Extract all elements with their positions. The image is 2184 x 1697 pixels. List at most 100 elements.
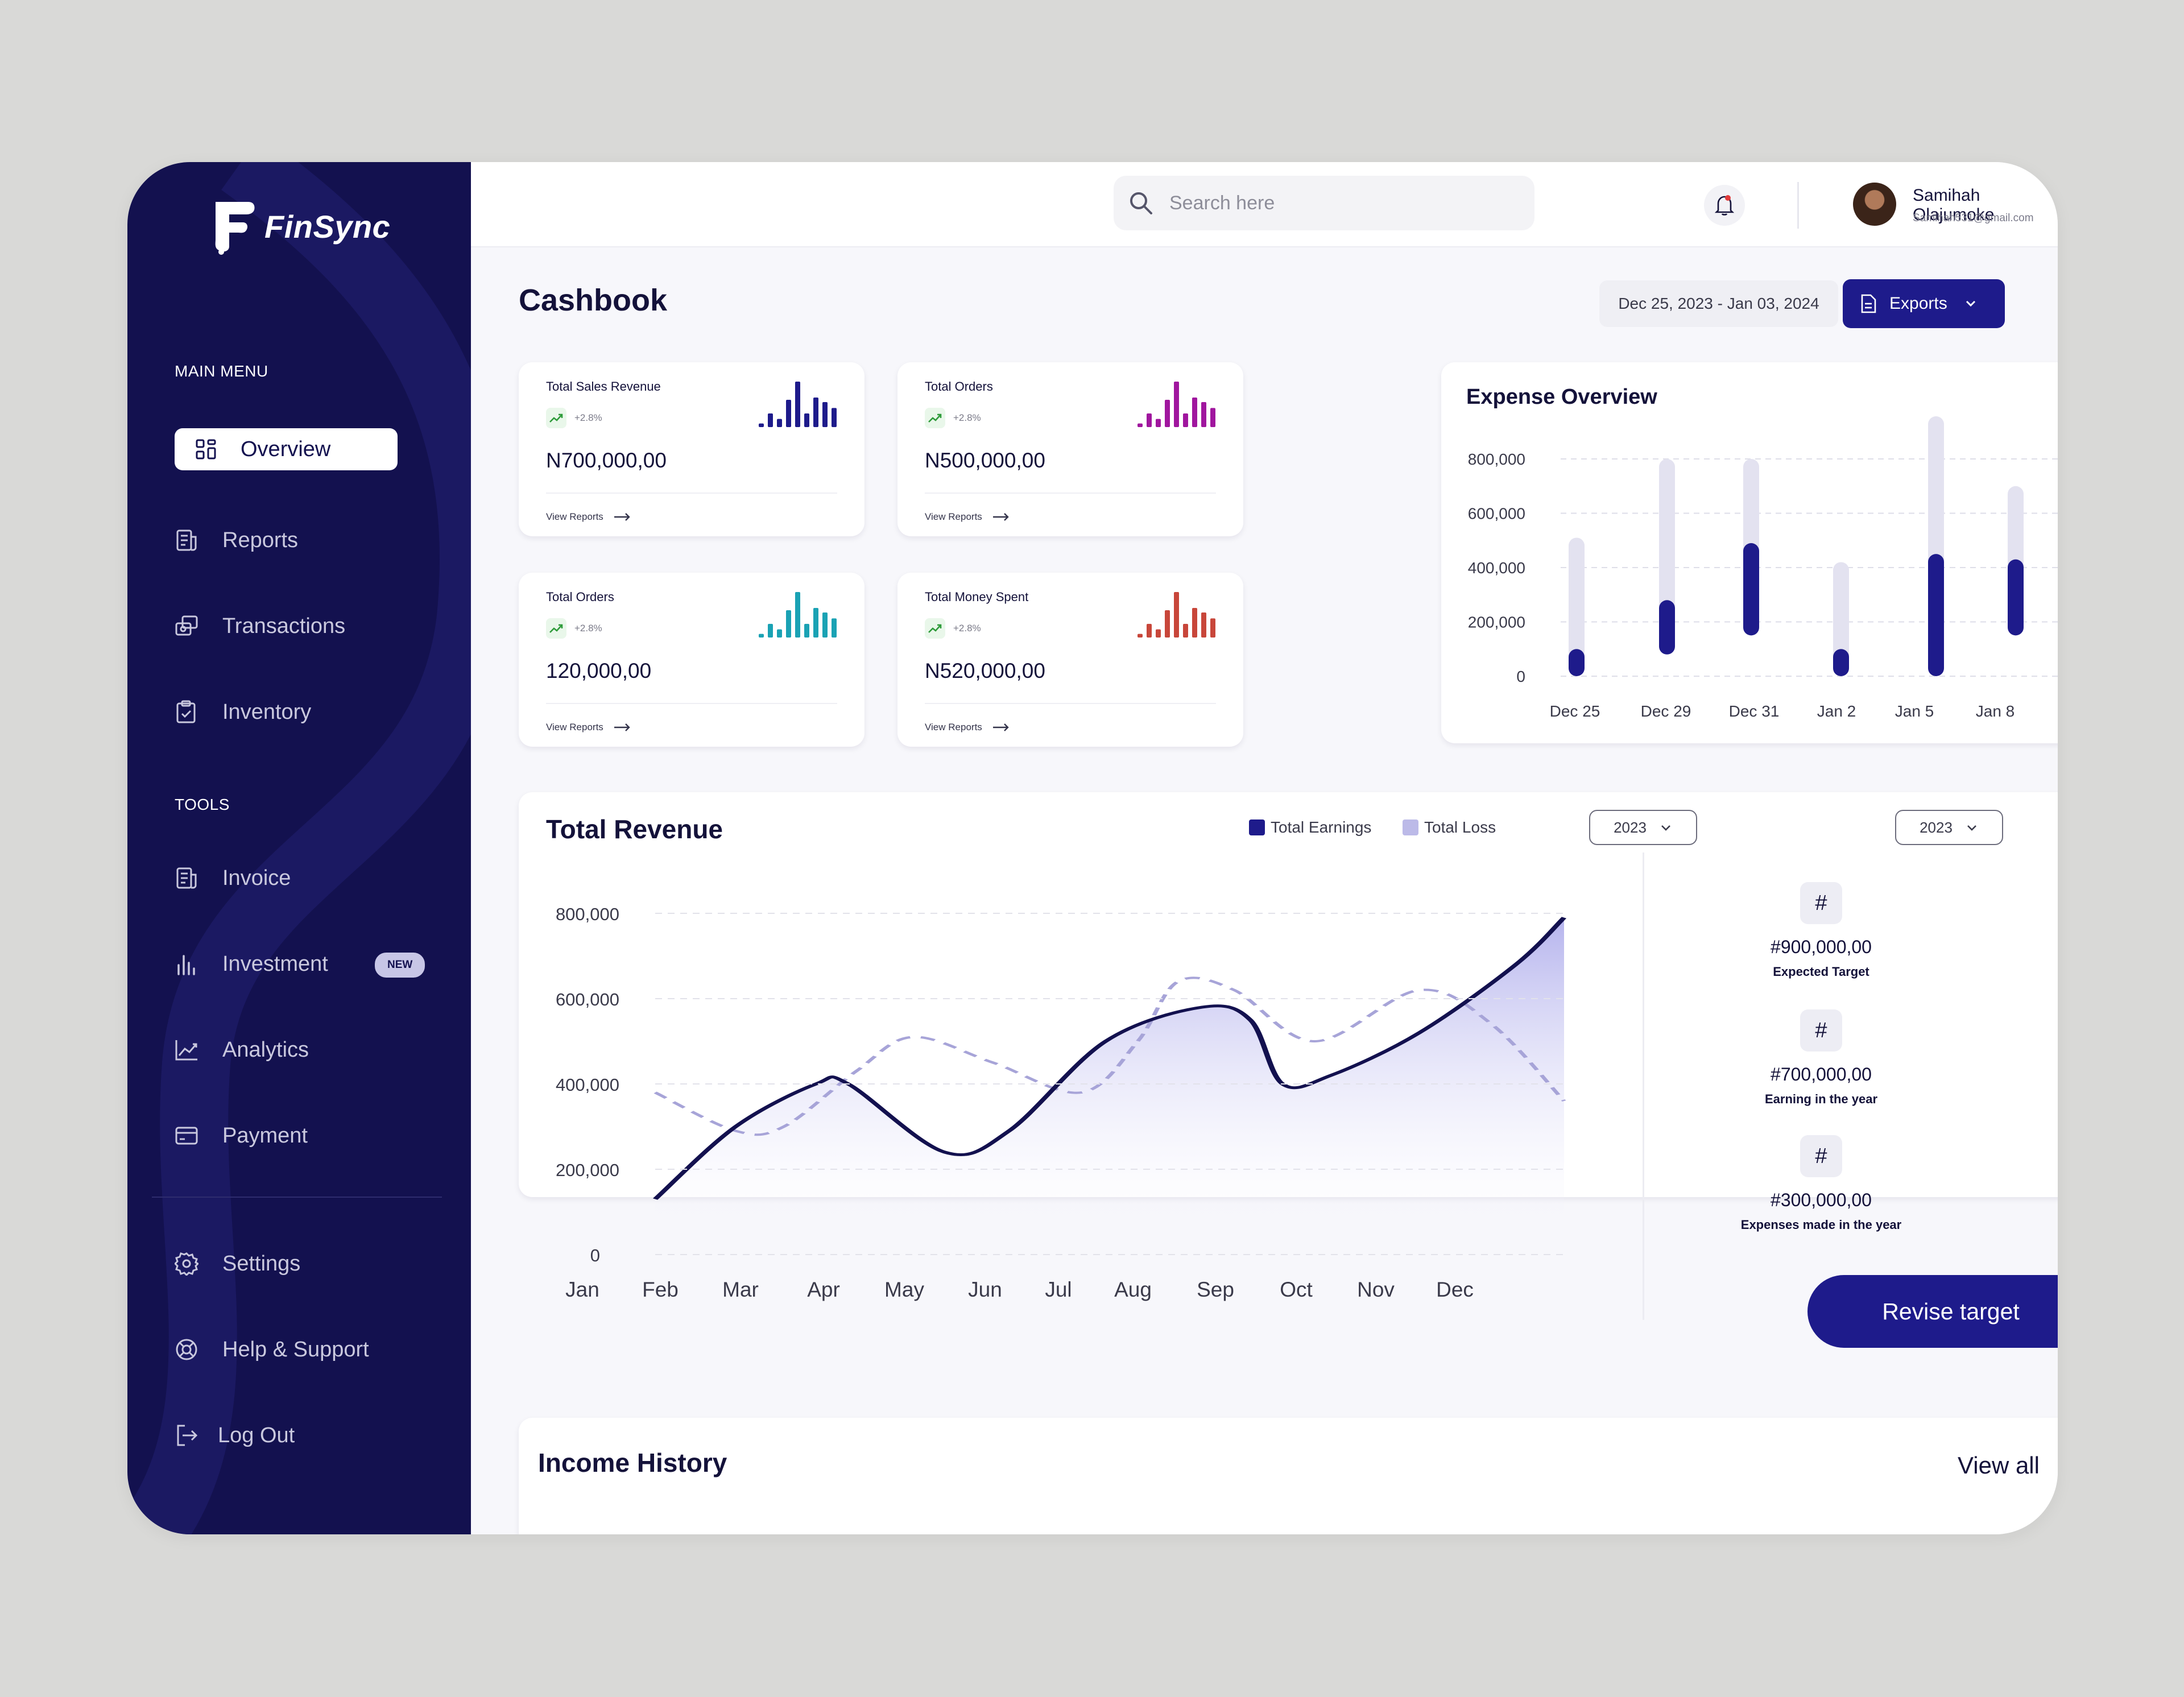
sparkline-bar xyxy=(813,608,818,638)
sidebar-item-label: Invoice xyxy=(222,866,291,890)
sidebar-item-help-support[interactable]: Help & Support xyxy=(175,1328,369,1371)
x-tick-label: Oct xyxy=(1280,1278,1313,1301)
legend-label: Total Earnings xyxy=(1271,818,1372,836)
avatar[interactable] xyxy=(1853,183,1896,226)
sidebar-item-label: Overview xyxy=(241,437,331,461)
x-tick-label: Jan 8 xyxy=(1976,702,2015,720)
x-tick-label: Jan 2 xyxy=(1817,702,1856,720)
sparkline-bar xyxy=(1147,413,1152,427)
x-tick-label: Dec 31 xyxy=(1729,702,1780,720)
sparkline-bar xyxy=(1192,398,1197,427)
sidebar-item-invoice[interactable]: Invoice xyxy=(175,857,291,899)
trend-up-icon xyxy=(546,408,566,428)
sparkline-bar xyxy=(777,629,782,638)
stat-trend: +2.8% xyxy=(546,618,602,639)
sparkline-bar xyxy=(822,612,828,638)
x-tick-label: May xyxy=(884,1278,924,1301)
stat-divider xyxy=(546,492,837,494)
sparkline-bar xyxy=(1210,408,1215,427)
revenue-year-select[interactable]: 2023 xyxy=(1589,810,1697,845)
sidebar-decoration xyxy=(127,162,471,1534)
target-expected: # #900,000,00 Expected Target xyxy=(1724,882,1918,979)
hash-icon: # xyxy=(1800,1009,1842,1052)
report-icon xyxy=(175,528,198,552)
hash-icon: # xyxy=(1800,882,1842,924)
loss-line xyxy=(653,976,1566,1136)
x-tick-label: Dec 25 xyxy=(1550,702,1600,720)
sparkline-bar xyxy=(1165,400,1170,427)
search-box[interactable] xyxy=(1114,176,1534,230)
sidebar-item-analytics[interactable]: Analytics xyxy=(175,1029,309,1071)
revenue-panel-divider xyxy=(1643,852,1644,1320)
sparkline-bar xyxy=(759,634,764,638)
target-year-select[interactable]: 2023 xyxy=(1895,810,2003,845)
y-tick-label: 200,000 xyxy=(1468,614,1525,631)
year-value: 2023 xyxy=(1614,818,1647,836)
sparkline-bar xyxy=(1156,419,1161,427)
gear-icon xyxy=(175,1252,198,1276)
revise-target-button[interactable]: Revise target xyxy=(1807,1275,2058,1348)
arrow-right-icon xyxy=(614,513,630,521)
search-input[interactable] xyxy=(1169,192,1511,214)
y-tick-label: 200,000 xyxy=(556,1160,619,1180)
view-reports-link[interactable]: View Reports xyxy=(546,511,631,523)
date-range-picker[interactable]: Dec 25, 2023 - Jan 03, 2024 xyxy=(1599,280,1838,327)
sparkline-bar xyxy=(768,624,773,638)
legend-label: Total Loss xyxy=(1424,818,1496,836)
sparkline-bar xyxy=(1165,610,1170,638)
sparkline-bar xyxy=(832,408,837,427)
sparkline-bar xyxy=(759,423,764,427)
sidebar-item-payment[interactable]: Payment xyxy=(175,1115,308,1157)
transactions-icon xyxy=(175,614,198,638)
exports-button[interactable]: Exports xyxy=(1843,279,2005,328)
stat-value: 120,000,00 xyxy=(546,659,652,682)
app-name: FinSync xyxy=(264,208,391,245)
sparkline-bar xyxy=(1174,382,1179,427)
app-logo[interactable]: FinSync xyxy=(210,197,390,255)
view-all-link[interactable]: View all xyxy=(1958,1452,2040,1479)
main-menu-heading: MAIN MENU xyxy=(175,362,268,380)
stat-divider xyxy=(546,703,837,704)
y-tick-label: 0 xyxy=(590,1245,600,1265)
card-icon xyxy=(175,1124,198,1148)
x-tick-label: Apr xyxy=(807,1278,840,1301)
view-reports-label: View Reports xyxy=(925,511,982,522)
sparkline-bar xyxy=(1138,423,1143,427)
total-revenue-card: Total Revenue Total Earnings Total Loss … xyxy=(519,792,2058,1348)
sidebar: FinSync MAIN MENU Overview Reports Trans… xyxy=(127,162,471,1534)
x-tick-label: Dec 29 xyxy=(1641,702,1691,720)
sparkline-bar xyxy=(1201,402,1206,427)
sidebar-item-logout[interactable]: Log Out xyxy=(175,1414,295,1456)
stat-card-total-sales-revenue: Total Sales Revenue +2.8% N700,000,00 View … xyxy=(519,362,864,536)
legend-total-earnings: Total Earnings xyxy=(1249,818,1371,837)
view-reports-link[interactable]: View Reports xyxy=(925,511,1010,523)
view-reports-label: View Reports xyxy=(546,722,603,732)
sparkline-bar xyxy=(1183,413,1188,427)
view-reports-label: View Reports xyxy=(925,722,982,732)
sidebar-item-overview[interactable]: Overview xyxy=(175,428,398,470)
sidebar-item-reports[interactable]: Reports xyxy=(175,519,298,561)
sidebar-item-investment[interactable]: Investment xyxy=(175,943,328,985)
target-label: Expenses made in the year xyxy=(1740,1218,1902,1232)
stat-title: Total Orders xyxy=(925,379,993,394)
sparkline-bar xyxy=(813,398,818,427)
expense-bar-back xyxy=(1833,562,1849,676)
stat-percent: +2.8% xyxy=(574,412,602,423)
view-reports-link[interactable]: View Reports xyxy=(546,722,631,733)
sidebar-item-inventory[interactable]: Inventory xyxy=(175,691,311,733)
expense-bar-back xyxy=(1569,537,1585,676)
sidebar-item-settings[interactable]: Settings xyxy=(175,1243,300,1285)
target-earning: # #700,000,00 Earning in the year xyxy=(1724,1009,1918,1107)
stat-value: N700,000,00 xyxy=(546,449,667,472)
view-reports-link[interactable]: View Reports xyxy=(925,722,1010,733)
stat-title: Total Money Spent xyxy=(925,590,1029,604)
sidebar-item-label: Reports xyxy=(222,528,299,552)
y-tick-label: 0 xyxy=(1516,668,1525,685)
notification-button[interactable] xyxy=(1704,185,1745,226)
sidebar-item-transactions[interactable]: Transactions xyxy=(175,605,345,647)
earnings-line xyxy=(652,917,1567,1200)
stat-title: Total Orders xyxy=(546,590,614,604)
app-window: FinSync MAIN MENU Overview Reports Trans… xyxy=(127,162,2058,1534)
sparkline-bar xyxy=(1183,624,1188,638)
revenue-chart: 0 200,000 400,000 600,000 800,000 Jan Feb Mar Ap… xyxy=(556,904,1567,1301)
